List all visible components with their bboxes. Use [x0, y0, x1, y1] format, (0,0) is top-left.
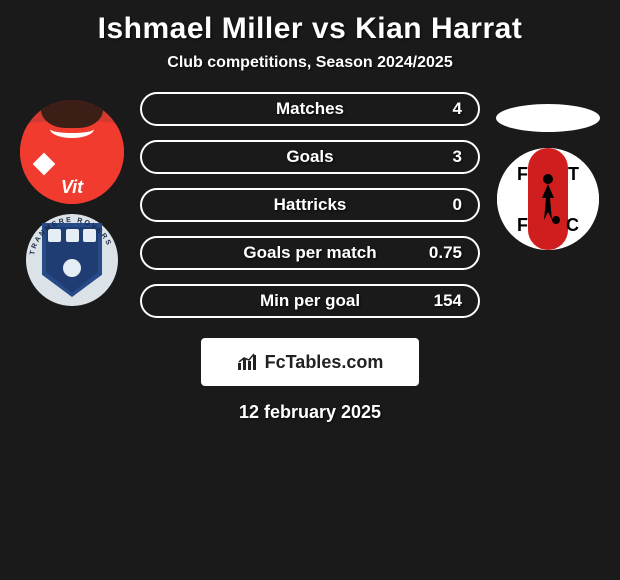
date-text: 12 february 2025: [8, 402, 612, 423]
bar-chart-icon: [237, 353, 259, 371]
stat-value-right: 154: [434, 291, 462, 311]
brand-text: FcTables.com: [265, 352, 384, 373]
player1-jersey: Vit: [20, 100, 124, 204]
right-column: F T F C: [488, 92, 608, 250]
player1-sponsor-text: Vit: [61, 177, 83, 198]
crest2-letter-tr: T: [568, 164, 579, 185]
crest2-letter-br: C: [566, 215, 579, 236]
crest2-letter-bl: F: [517, 215, 528, 236]
subtitle: Club competitions, Season 2024/2025: [8, 54, 612, 72]
stat-value-right: 4: [453, 99, 462, 119]
stat-label: Matches: [276, 99, 344, 119]
stat-row-hattricks: Hattricks 0: [140, 188, 480, 222]
crest2-figure-icon: [532, 172, 564, 226]
stat-row-mpg: Min per goal 154: [140, 284, 480, 318]
stat-label: Goals per match: [243, 243, 376, 263]
stat-label: Goals: [286, 147, 333, 167]
stat-label: Hattricks: [274, 195, 347, 215]
stat-row-gpm: Goals per match 0.75: [140, 236, 480, 270]
crest2-letter-tl: F: [517, 164, 528, 185]
stat-value-right: 0: [453, 195, 462, 215]
stat-value-right: 3: [453, 147, 462, 167]
comparison-row: Vit TRANMERE ROVERS Matches 4: [8, 92, 612, 318]
player1-portrait: Vit: [20, 100, 124, 204]
brand-box: FcTables.com: [201, 338, 419, 386]
crest2-body: F T F C: [497, 148, 599, 250]
player2-club-crest: F T F C: [497, 148, 599, 250]
player1-club-crest: TRANMERE ROVERS: [26, 214, 118, 306]
stat-row-matches: Matches 4: [140, 92, 480, 126]
crest1-shield: [42, 223, 102, 297]
player2-placeholder: [496, 104, 600, 132]
stat-label: Min per goal: [260, 291, 360, 311]
page-title: Ishmael Miller vs Kian Harrat: [8, 12, 612, 46]
stats-column: Matches 4 Goals 3 Hattricks 0 Goals per …: [140, 92, 480, 318]
stat-value-right: 0.75: [429, 243, 462, 263]
left-column: Vit TRANMERE ROVERS: [12, 92, 132, 306]
stat-row-goals: Goals 3: [140, 140, 480, 174]
